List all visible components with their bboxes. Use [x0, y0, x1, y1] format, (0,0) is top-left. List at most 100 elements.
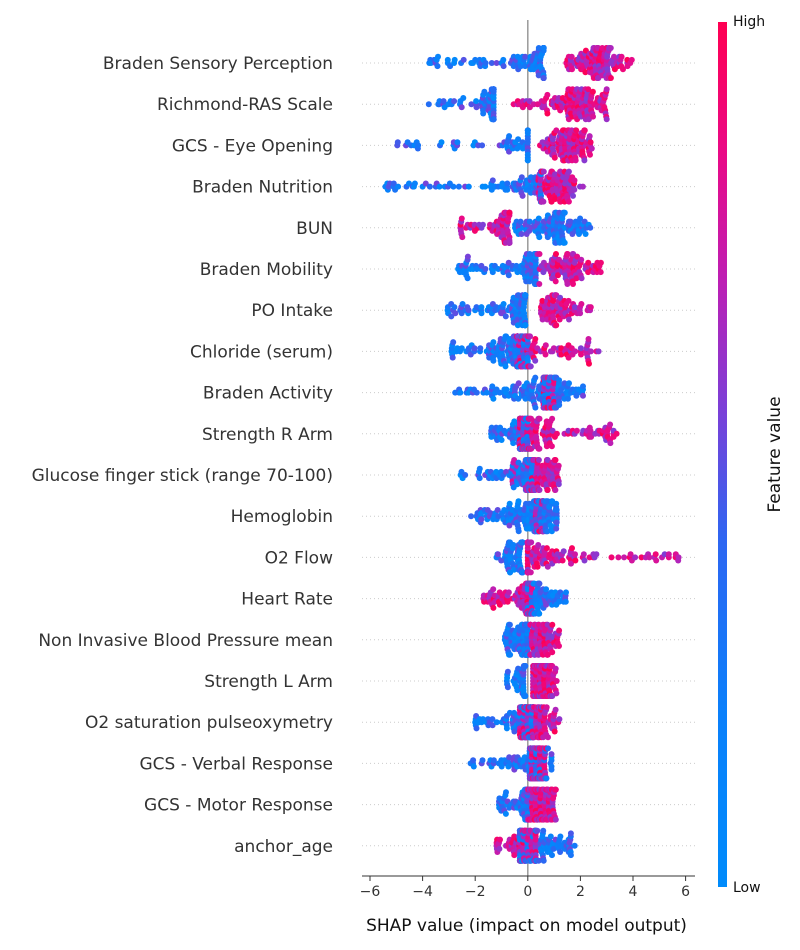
shap-point	[615, 554, 622, 561]
shap-point	[455, 183, 462, 190]
shap-point	[557, 833, 564, 840]
shap-point	[536, 234, 543, 241]
shap-point	[559, 557, 566, 564]
shap-point	[438, 139, 445, 146]
shap-point	[563, 589, 569, 596]
shap-point	[451, 98, 458, 105]
x-tick-label: 2	[576, 884, 585, 900]
shap-point	[544, 91, 551, 98]
shap-point	[503, 725, 510, 732]
shap-point	[568, 560, 574, 567]
shap-point	[553, 430, 560, 437]
feature-label: GCS - Verbal Response	[139, 754, 333, 774]
shap-point	[543, 586, 550, 593]
shap-point	[535, 72, 542, 79]
shap-point	[534, 827, 541, 834]
shap-point	[539, 316, 546, 323]
feature-label: GCS - Eye Opening	[172, 136, 333, 156]
shap-point	[395, 183, 402, 190]
shap-point	[565, 168, 572, 175]
shap-point	[572, 557, 579, 564]
shap-point	[548, 443, 555, 450]
shap-point	[458, 104, 465, 111]
shap-point	[557, 849, 564, 855]
shap-point	[548, 766, 555, 773]
shap-point	[620, 66, 626, 73]
colorbar-low-label: Low	[733, 880, 761, 896]
shap-point	[646, 554, 653, 561]
shap-point	[567, 830, 574, 837]
shap-point	[549, 415, 556, 422]
shap-point	[572, 551, 578, 558]
shap-point	[470, 763, 477, 770]
shap-point	[535, 457, 542, 463]
shap-point	[480, 110, 487, 117]
shap-point	[411, 180, 418, 187]
shap-point	[532, 336, 539, 342]
shap-point	[457, 389, 464, 396]
colorbar-title: Feature value	[765, 396, 785, 512]
shap-point	[532, 374, 539, 381]
shap-point	[607, 45, 614, 51]
shap-point	[493, 60, 500, 66]
shap-point	[490, 339, 497, 346]
shap-point	[506, 133, 513, 140]
shap-point	[553, 525, 560, 532]
shap-point	[495, 266, 502, 272]
shap-point	[597, 269, 604, 276]
shap-point	[570, 281, 576, 287]
shap-point	[590, 113, 596, 120]
x-tick-label: 4	[629, 884, 638, 900]
shap-point	[551, 154, 558, 161]
shap-point	[556, 643, 562, 649]
shap-point	[522, 53, 529, 60]
shap-point	[550, 845, 557, 852]
shap-point	[588, 433, 595, 440]
shap-point	[577, 310, 584, 317]
shap-point	[540, 857, 547, 864]
shap-point	[561, 239, 568, 246]
shap-point	[450, 183, 457, 190]
shap-point	[553, 507, 560, 513]
feature-label: PO Intake	[251, 301, 333, 321]
shap-point	[468, 513, 475, 520]
shap-point	[532, 404, 539, 411]
shap-point	[565, 395, 571, 402]
shap-point	[498, 437, 505, 443]
shap-point	[489, 722, 496, 729]
shap-point	[586, 133, 593, 140]
shap-point	[518, 174, 525, 181]
shap-point	[511, 418, 518, 425]
x-tick-label: −4	[412, 884, 433, 900]
shap-point	[536, 487, 543, 493]
shap-point	[504, 598, 511, 605]
shap-point	[550, 345, 557, 352]
feature-label: Braden Nutrition	[192, 178, 333, 198]
shap-point	[573, 275, 580, 282]
shap-point	[454, 139, 461, 146]
shap-point	[503, 386, 510, 393]
shap-point	[653, 557, 660, 564]
shap-point	[435, 53, 441, 60]
shap-point	[581, 127, 588, 134]
shap-point	[440, 98, 447, 105]
shap-point	[493, 719, 500, 726]
shap-point	[479, 142, 486, 149]
shap-point	[628, 56, 635, 63]
shap-point	[422, 180, 429, 187]
shap-point	[444, 56, 451, 63]
shap-point	[555, 272, 561, 279]
colorbar-high-label: High	[733, 14, 765, 30]
shap-point	[553, 519, 560, 526]
shap-point	[556, 627, 563, 634]
shap-point	[519, 192, 526, 199]
shap-point	[603, 116, 610, 123]
shap-point	[478, 516, 485, 523]
shap-point	[544, 487, 551, 493]
feature-label: Braden Activity	[203, 384, 333, 404]
shap-point	[572, 157, 579, 164]
shap-point	[571, 186, 578, 193]
shap-point	[473, 725, 480, 732]
shap-point	[553, 322, 560, 329]
shap-point	[587, 304, 594, 311]
